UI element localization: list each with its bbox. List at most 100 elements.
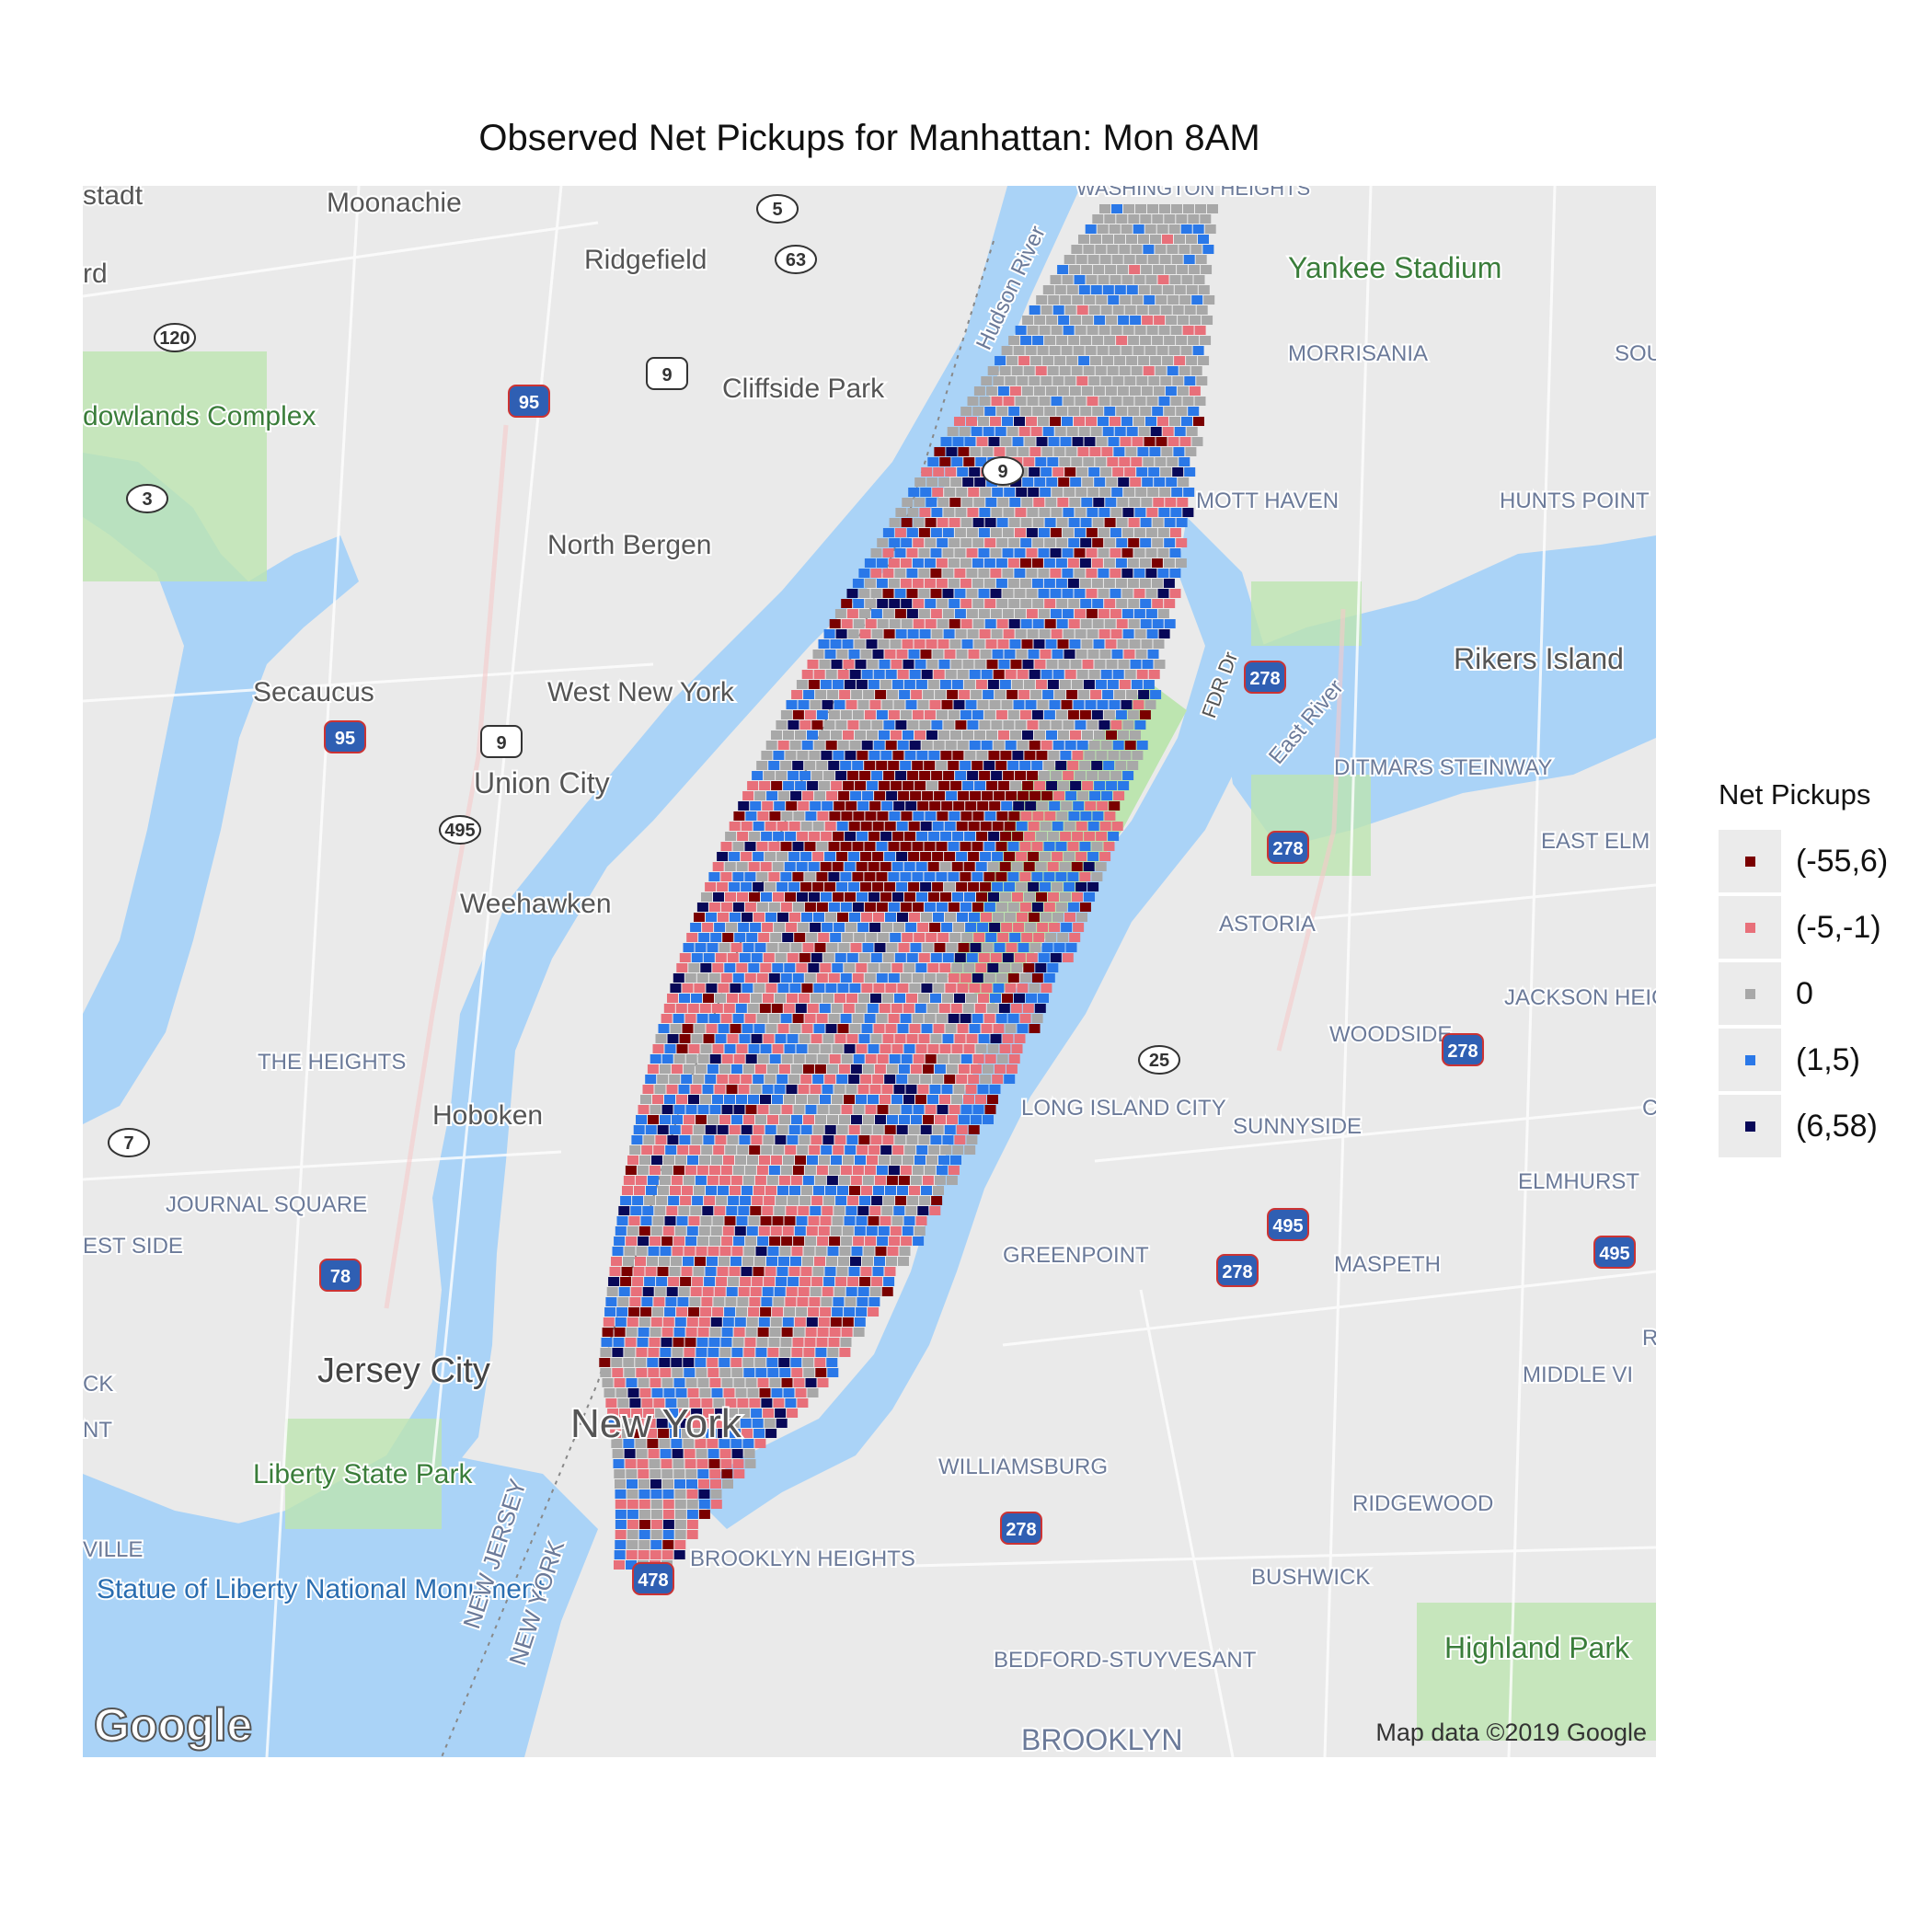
pickup-cell	[1139, 558, 1151, 568]
pickup-cell	[912, 1014, 924, 1023]
pickup-cell	[1040, 882, 1052, 891]
pickup-cell	[1015, 629, 1027, 638]
pickup-cell	[765, 1075, 776, 1084]
pickup-cell	[1091, 710, 1103, 719]
pickup-cell	[891, 963, 903, 972]
pickup-cell	[944, 882, 956, 891]
pickup-cell	[657, 1125, 669, 1134]
pickup-cell	[793, 1236, 805, 1246]
pickup-cell	[1071, 862, 1083, 871]
pickup-cell	[1195, 204, 1206, 213]
pickup-cell	[1061, 801, 1073, 811]
pickup-cell	[961, 639, 973, 649]
pickup-cell	[1112, 305, 1124, 315]
pickup-cell	[696, 1368, 707, 1377]
pickup-cell	[808, 1216, 820, 1225]
pickup-cell	[617, 1297, 629, 1306]
pickup-cell	[1030, 690, 1042, 699]
pickup-cell	[822, 994, 834, 1003]
pickup-cell	[824, 1125, 836, 1134]
pickup-cell	[1155, 245, 1167, 254]
pickup-cell	[789, 1186, 800, 1195]
pickup-cell	[769, 1378, 781, 1387]
pickup-cell	[1154, 316, 1166, 325]
pickup-cell	[724, 963, 736, 972]
pickup-cell	[827, 1348, 839, 1357]
pickup-cell	[1193, 275, 1205, 284]
pickup-cell	[1031, 1014, 1043, 1023]
pickup-cell	[796, 1216, 808, 1225]
pickup-cell	[854, 1226, 866, 1236]
pickup-cell	[990, 609, 1002, 618]
pickup-cell	[758, 1226, 770, 1236]
pickup-cell	[870, 953, 882, 962]
pickup-cell	[1023, 457, 1035, 466]
pickup-cell	[723, 1004, 735, 1013]
pickup-cell	[932, 650, 944, 659]
pickup-cell	[1019, 903, 1031, 912]
pickup-cell	[688, 1307, 700, 1317]
pickup-cell	[1063, 720, 1075, 730]
pickup-cell	[1068, 336, 1080, 345]
pickup-cell	[1121, 417, 1133, 426]
pickup-cell	[953, 1085, 965, 1094]
pickup-cell	[929, 1085, 941, 1094]
pickup-cell	[1075, 822, 1087, 831]
pickup-cell	[954, 548, 966, 558]
pickup-cell	[970, 447, 982, 456]
pickup-cell	[1100, 741, 1112, 750]
pickup-cell	[706, 983, 718, 993]
pickup-cell	[822, 1034, 834, 1043]
pickup-cell	[978, 569, 990, 578]
pickup-cell	[711, 1004, 723, 1013]
pickup-cell	[695, 1358, 707, 1367]
pickup-cell	[743, 1348, 755, 1357]
pickup-cell	[980, 882, 992, 891]
pickup-cell	[734, 933, 746, 942]
pickup-cell	[637, 1338, 649, 1347]
pickup-cell	[872, 852, 884, 861]
pickup-cell	[917, 923, 929, 932]
highway-shield-label: 7	[123, 1133, 133, 1154]
pickup-cell	[900, 579, 912, 588]
pickup-cell	[1058, 316, 1070, 325]
pickup-cell	[903, 730, 914, 740]
pickup-cell	[814, 791, 826, 800]
pickup-cell	[870, 1034, 882, 1043]
pickup-cell	[1005, 670, 1017, 679]
pickup-cell	[1044, 336, 1056, 345]
pickup-cell	[674, 1317, 686, 1327]
pickup-cell	[805, 1236, 817, 1246]
pickup-cell	[836, 1267, 848, 1276]
pickup-cell	[639, 1388, 651, 1397]
pickup-cell	[1076, 670, 1088, 679]
pickup-cell	[700, 1044, 712, 1053]
pickup-cell	[900, 1014, 912, 1023]
pickup-cell	[1124, 305, 1136, 315]
pickup-cell	[784, 1095, 795, 1104]
pickup-cell	[1024, 892, 1035, 902]
pickup-cell	[758, 1317, 770, 1327]
pickup-cell	[1159, 488, 1171, 497]
pickup-cell	[817, 1054, 829, 1064]
pickup-cell	[1169, 275, 1181, 284]
highway-shield-label: 278	[1272, 839, 1303, 859]
pickup-cell	[1093, 498, 1105, 507]
pickup-cell	[987, 1044, 999, 1053]
pickup-cell	[632, 1277, 644, 1286]
pickup-cell	[783, 1004, 795, 1013]
pickup-cell	[987, 1095, 998, 1104]
pickup-cell	[942, 953, 954, 962]
place-label: EST SIDE	[83, 1234, 183, 1259]
pickup-cell	[1153, 639, 1165, 649]
pickup-cell	[945, 467, 957, 477]
pickup-cell	[972, 761, 983, 770]
pickup-cell	[843, 660, 855, 669]
pickup-cell	[642, 1287, 654, 1296]
pickup-cell	[735, 1156, 746, 1165]
pickup-cell	[859, 771, 871, 780]
pickup-cell	[1068, 518, 1080, 527]
pickup-cell	[691, 1409, 703, 1418]
pickup-cell	[625, 1459, 637, 1468]
